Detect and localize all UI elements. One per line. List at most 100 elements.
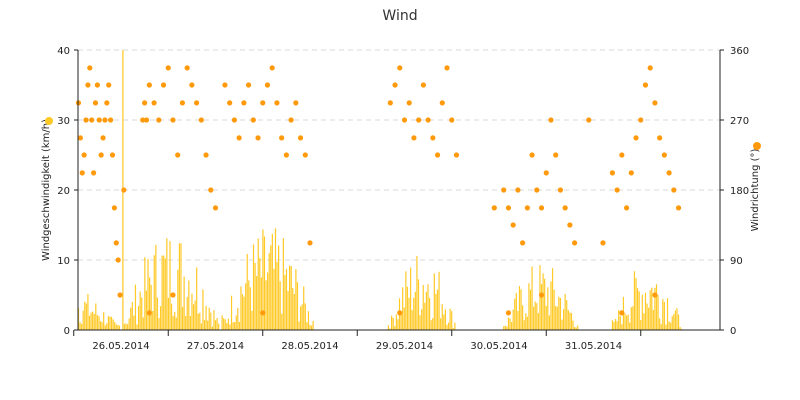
- direction-point: [411, 135, 417, 141]
- direction-point: [420, 82, 426, 88]
- speed-legend-marker: [45, 117, 53, 125]
- direction-point: [77, 135, 83, 141]
- direction-point: [269, 65, 275, 71]
- direction-point: [609, 170, 616, 176]
- left-axis-title-group: Windgeschwindigkeit (km/h): [41, 119, 52, 261]
- direction-point: [227, 100, 233, 106]
- direction-point: [111, 205, 117, 211]
- direction-point: [212, 205, 219, 211]
- right-axis-title: Windrichtung (°): [750, 149, 761, 232]
- direction-point: [628, 170, 634, 176]
- direction-point: [505, 205, 512, 211]
- direction-point: [562, 205, 568, 211]
- direction-point: [534, 187, 540, 193]
- y-right-tick-label: 270: [730, 116, 749, 127]
- y-right-tick-label: 90: [730, 256, 743, 267]
- direction-point: [92, 100, 99, 106]
- direction-point: [543, 170, 549, 176]
- right-axis-title-group: Windrichtung (°): [750, 149, 761, 232]
- direction-point: [548, 117, 554, 123]
- direction-point: [505, 310, 512, 316]
- y-left-tick-label: 20: [57, 186, 70, 197]
- x-tick-label: 28.05.2014: [281, 341, 338, 352]
- y-left-tick-label: 40: [57, 46, 70, 57]
- direction-point: [113, 240, 119, 246]
- direction-point: [520, 240, 526, 246]
- direction-point: [675, 205, 682, 211]
- direction-point: [208, 187, 214, 193]
- x-tick-label: 29.05.2014: [376, 341, 433, 352]
- direction-point: [142, 100, 148, 106]
- direction-point: [260, 310, 266, 316]
- direction-point: [108, 117, 114, 123]
- direction-series: [75, 65, 682, 316]
- direction-point: [85, 82, 91, 88]
- direction-point: [146, 82, 152, 88]
- y-right-tick-label: 0: [730, 326, 736, 337]
- direction-point: [106, 82, 112, 88]
- x-tick-label: 30.05.2014: [470, 341, 527, 352]
- direction-point: [283, 152, 289, 158]
- direction-point: [666, 170, 672, 176]
- direction-point: [140, 117, 146, 123]
- direction-point: [100, 135, 106, 141]
- direction-point: [94, 82, 100, 88]
- direction-point: [453, 152, 460, 158]
- direction-point: [633, 135, 639, 141]
- direction-point: [614, 187, 620, 193]
- direction-point: [586, 117, 592, 123]
- direction-point: [98, 152, 104, 158]
- direction-point: [160, 82, 167, 88]
- direction-point: [250, 117, 256, 123]
- direction-point: [198, 117, 204, 123]
- direction-point: [170, 292, 176, 298]
- direction-point: [652, 292, 658, 298]
- direction-point: [529, 152, 535, 158]
- direction-point: [189, 82, 195, 88]
- direction-point: [406, 100, 412, 106]
- direction-point: [203, 152, 209, 158]
- direction-point: [638, 117, 644, 123]
- y-right-tick-label: 180: [730, 186, 749, 197]
- direction-point: [143, 117, 150, 123]
- direction-point: [293, 100, 299, 106]
- direction-point: [302, 152, 308, 158]
- x-tick-label: 27.05.2014: [187, 341, 244, 352]
- direction-point: [600, 240, 606, 246]
- direction-point: [231, 117, 237, 123]
- direction-legend-marker: [753, 142, 761, 150]
- direction-point: [430, 135, 436, 141]
- direction-point: [397, 65, 403, 71]
- direction-point: [434, 152, 441, 158]
- direction-point: [439, 100, 445, 106]
- direction-point: [236, 135, 242, 141]
- direction-point: [642, 82, 649, 88]
- direction-point: [241, 100, 247, 106]
- direction-point: [279, 135, 285, 141]
- direction-point: [425, 117, 431, 123]
- direction-point: [146, 310, 152, 316]
- direction-point: [491, 205, 497, 211]
- y-left-tick-label: 0: [64, 326, 70, 337]
- direction-point: [104, 100, 110, 106]
- direction-point: [661, 152, 667, 158]
- direction-point: [156, 117, 162, 123]
- direction-point: [260, 100, 266, 106]
- direction-point: [151, 100, 157, 106]
- direction-point: [647, 65, 653, 71]
- direction-point: [222, 82, 228, 88]
- direction-point: [87, 65, 93, 71]
- y-left-tick-label: 30: [57, 116, 70, 127]
- direction-point: [538, 292, 545, 298]
- x-tick-label: 31.05.2014: [565, 341, 622, 352]
- direction-point: [117, 292, 123, 298]
- direction-point: [538, 205, 545, 211]
- direction-point: [553, 152, 559, 158]
- direction-point: [307, 240, 313, 246]
- x-tick-labels: 26.05.2014 27.05.2014 28.05.2014 29.05.2014…: [73, 330, 642, 352]
- direction-point: [397, 310, 403, 316]
- direction-point: [102, 117, 108, 123]
- direction-point: [90, 170, 97, 176]
- direction-point: [671, 187, 677, 193]
